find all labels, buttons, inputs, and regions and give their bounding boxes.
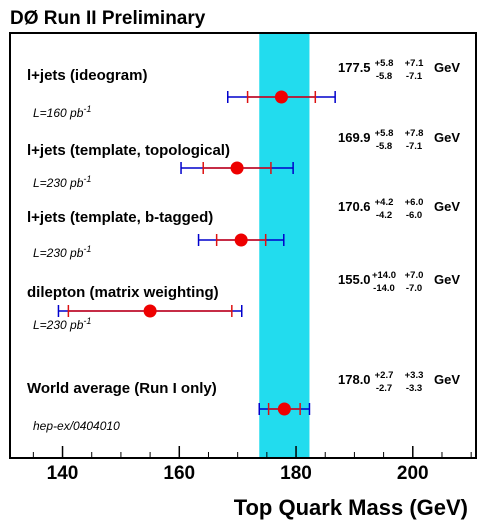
- syst-error-up: +7.1: [405, 58, 424, 69]
- measurement-point: [234, 233, 248, 247]
- luminosity-label: L=230 pb-1: [33, 244, 91, 260]
- luminosity-exponent: -1: [83, 104, 91, 114]
- stat-error-up: +5.8: [375, 128, 394, 139]
- syst-error-down: -6.0: [406, 210, 422, 221]
- plot-frame: [9, 32, 477, 459]
- chart-title: DØ Run II Preliminary: [10, 8, 206, 29]
- measurement-point: [143, 304, 157, 318]
- x-tick-label: 160: [163, 463, 195, 484]
- measurement-point: [230, 161, 244, 175]
- stat-error-down: -5.8: [376, 71, 392, 82]
- syst-error-up: +7.0: [405, 270, 424, 281]
- x-axis-label: Top Quark Mass (GeV): [234, 495, 468, 520]
- luminosity-exponent: -1: [83, 316, 91, 326]
- x-tick-label: 200: [397, 463, 429, 484]
- measurement-point: [277, 402, 291, 416]
- luminosity-text: L=160 pb: [33, 106, 84, 120]
- stat-error-up: +2.7: [375, 370, 394, 381]
- luminosity-exponent: -1: [83, 244, 91, 254]
- unit-label: GeV: [434, 60, 460, 75]
- unit-label: GeV: [434, 272, 460, 287]
- x-tick-label: 180: [280, 463, 312, 484]
- luminosity-label: L=160 pb-1: [33, 104, 91, 120]
- luminosity-text: hep-ex/0404010: [33, 419, 120, 433]
- syst-error-up: +7.8: [405, 128, 424, 139]
- measurement-label: l+jets (template, topological): [27, 142, 230, 159]
- unit-label: GeV: [434, 372, 460, 387]
- syst-error-up: +3.3: [405, 370, 424, 381]
- measurement-label: l+jets (template, b-tagged): [27, 209, 213, 226]
- stat-error-down: -4.2: [376, 210, 392, 221]
- stat-error-down: -5.8: [376, 141, 392, 152]
- stat-error-up: +5.8: [375, 58, 394, 69]
- syst-error-down: -7.1: [406, 141, 423, 152]
- luminosity-label: hep-ex/0404010: [33, 419, 120, 433]
- measurement-label: World average (Run I only): [27, 380, 217, 397]
- luminosity-label: L=230 pb-1: [33, 174, 91, 190]
- measurement-value: 155.0: [338, 272, 371, 287]
- syst-error-down: -7.0: [406, 283, 422, 294]
- measurement-label: dilepton (matrix weighting): [27, 284, 219, 301]
- unit-label: GeV: [434, 199, 460, 214]
- measurement-value: 178.0: [338, 372, 371, 387]
- stat-error-down: -14.0: [373, 283, 395, 294]
- x-tick-label: 140: [47, 463, 79, 484]
- stat-error-up: +4.2: [375, 197, 394, 208]
- luminosity-label: L=230 pb-1: [33, 316, 91, 332]
- luminosity-text: L=230 pb: [33, 176, 84, 190]
- stat-error-down: -2.7: [376, 383, 392, 394]
- stat-error-up: +14.0: [372, 270, 396, 281]
- measurement-value: 169.9: [338, 130, 371, 145]
- measurement-label: l+jets (ideogram): [27, 67, 147, 84]
- unit-label: GeV: [434, 130, 460, 145]
- measurement-point: [274, 90, 288, 104]
- measurement-value: 170.6: [338, 199, 371, 214]
- luminosity-exponent: -1: [83, 174, 91, 184]
- syst-error-down: -7.1: [406, 71, 423, 82]
- luminosity-text: L=230 pb: [33, 246, 84, 260]
- luminosity-text: L=230 pb: [33, 318, 84, 332]
- measurement-value: 177.5: [338, 60, 371, 75]
- syst-error-down: -3.3: [406, 383, 422, 394]
- syst-error-up: +6.0: [405, 197, 424, 208]
